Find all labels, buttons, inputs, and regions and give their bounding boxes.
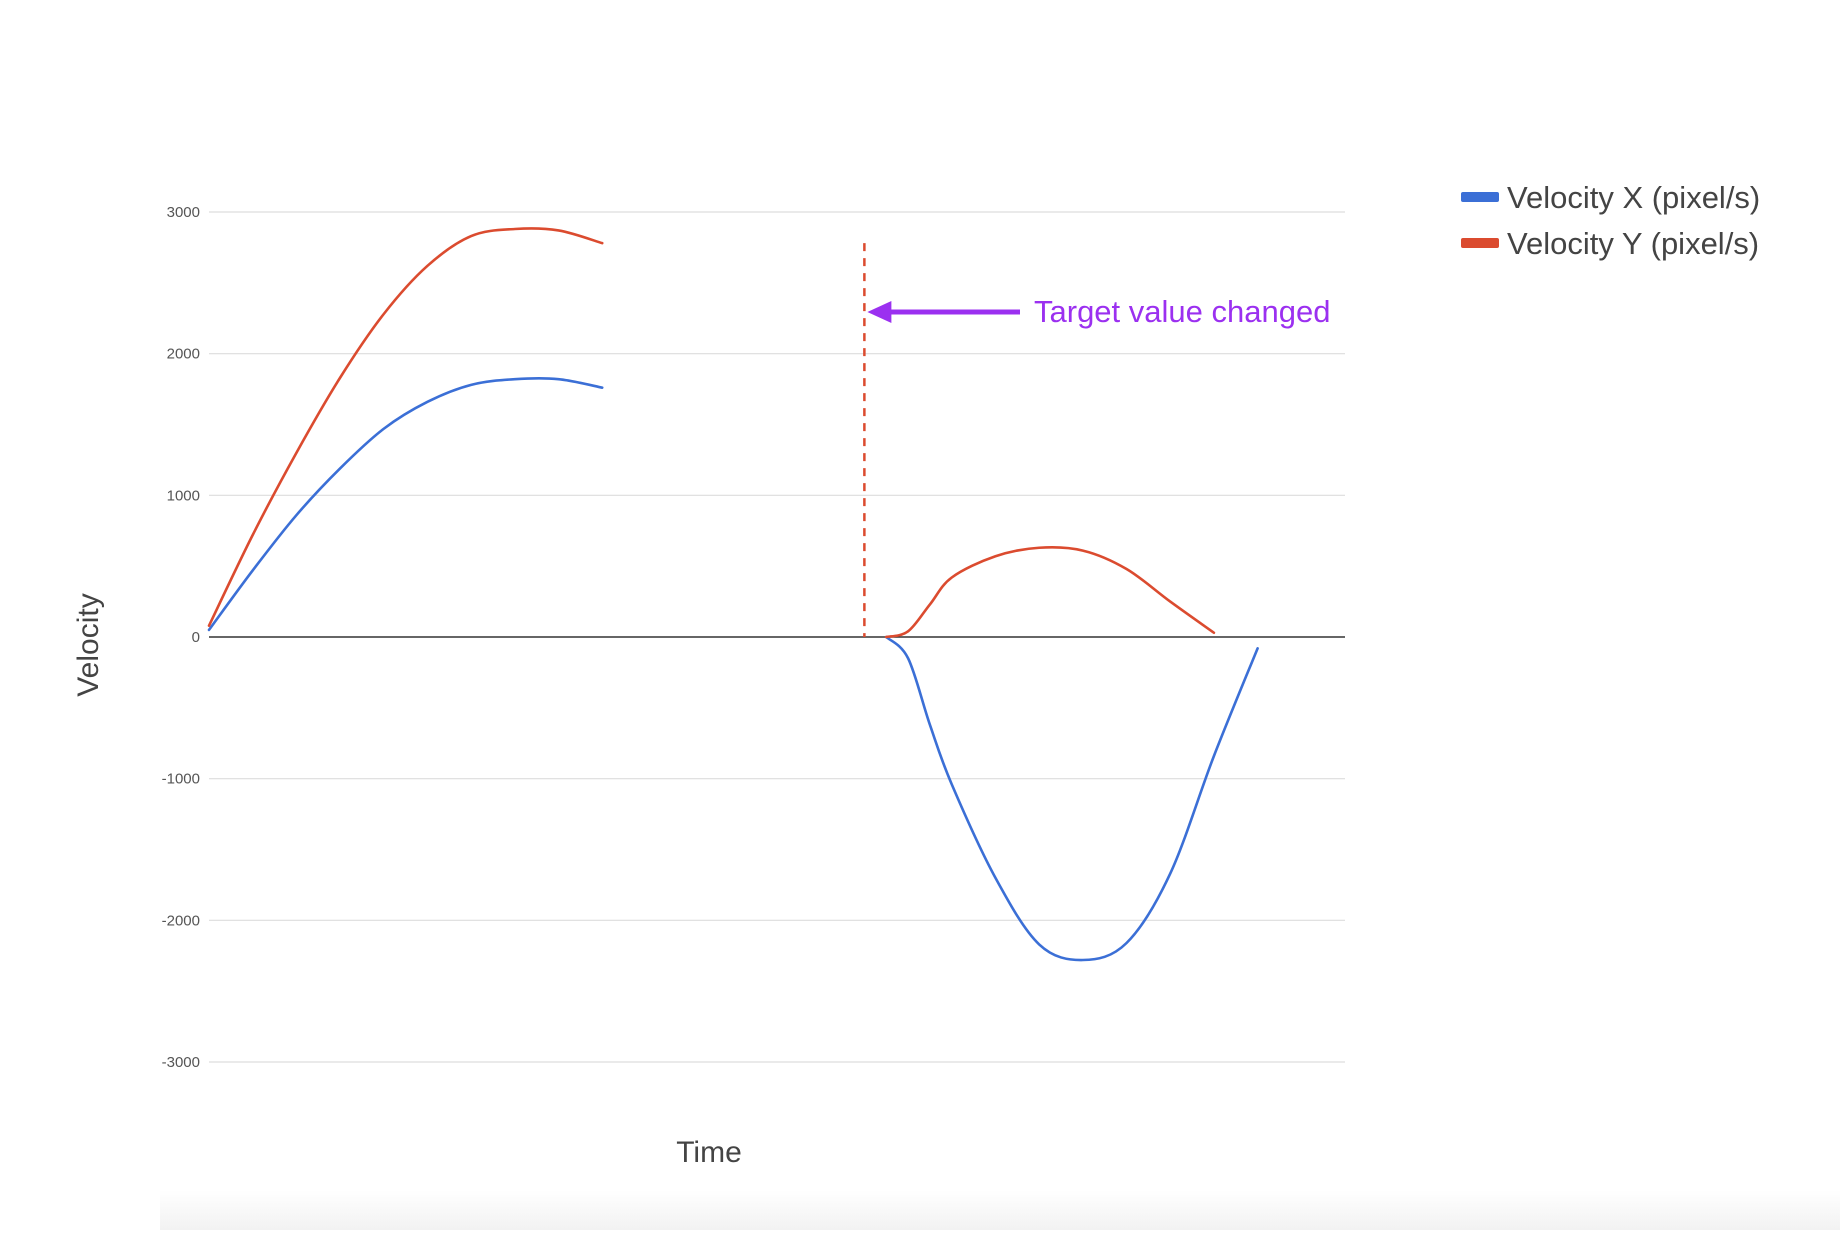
annotation-label: Target value changed (1034, 294, 1330, 329)
x-axis-label: Time (676, 1136, 742, 1169)
legend-swatch (1461, 192, 1499, 202)
series-layer (207, 227, 1259, 962)
series-line-velocity-x (207, 376, 604, 632)
legend: Velocity X (pixel/s) Velocity Y (pixel/s) (1461, 180, 1760, 261)
y-tick-label: -2000 (162, 912, 200, 929)
series-line-velocity-y (207, 227, 604, 627)
series-line-velocity-x (884, 635, 1259, 962)
legend-label: Velocity Y (pixel/s) (1507, 226, 1759, 261)
grid-layer (209, 211, 1345, 1063)
annotation-arrow-head (867, 301, 892, 323)
legend-swatch (1461, 238, 1499, 248)
y-tick-label: -1000 (162, 771, 200, 788)
y-axis-label: Velocity (72, 593, 105, 696)
y-tick-label: 2000 (167, 346, 200, 363)
y-tick-label: 1000 (167, 487, 200, 504)
bottom-fade (160, 1190, 1840, 1230)
y-tick-label: 0 (192, 629, 200, 646)
y-tick-labels: 3000 2000 1000 0 -1000 -2000 -3000 (162, 204, 200, 1071)
series-line-velocity-y (884, 545, 1216, 639)
y-tick-label: -3000 (162, 1054, 200, 1071)
y-tick-label: 3000 (167, 204, 200, 221)
annotation-layer: Target value changed (863, 243, 1330, 637)
legend-label: Velocity X (pixel/s) (1507, 180, 1760, 215)
